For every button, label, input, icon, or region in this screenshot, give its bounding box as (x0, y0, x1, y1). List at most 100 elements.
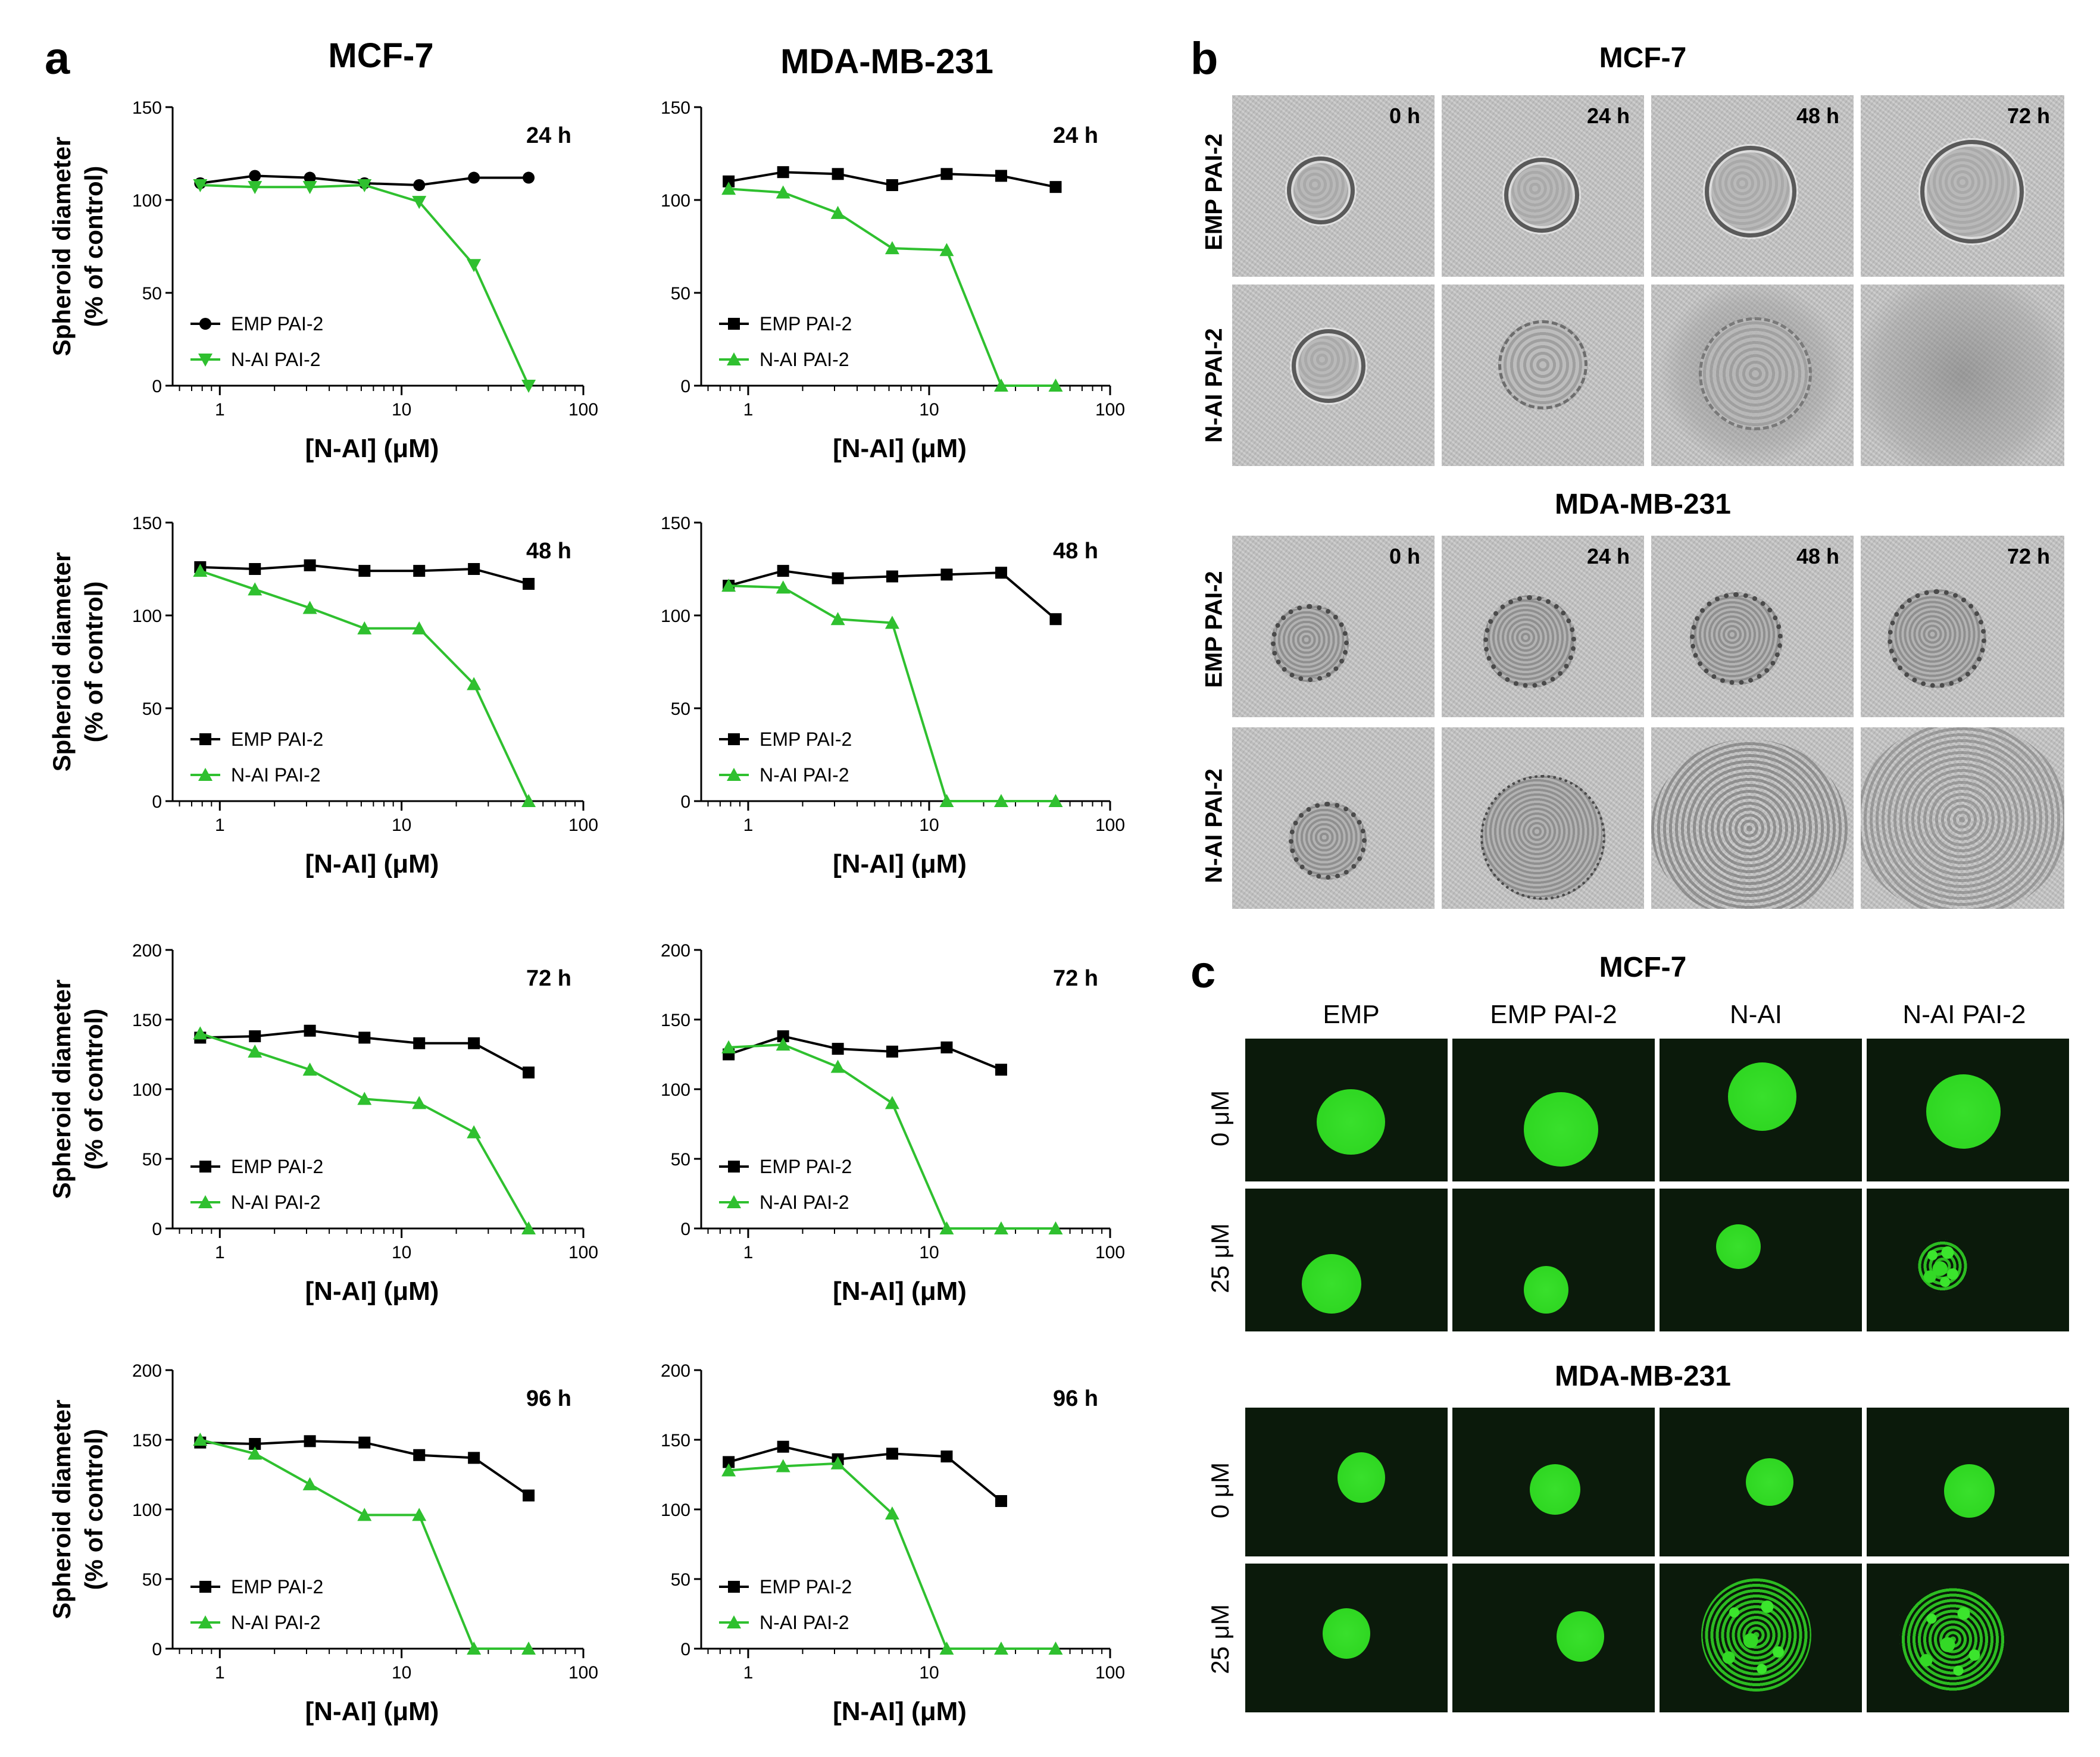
data-point (412, 1508, 427, 1521)
data-point (467, 259, 482, 273)
c-col-nai: N-AI (1730, 1000, 1782, 1029)
data-point (886, 179, 898, 192)
data-point (940, 168, 953, 180)
y-tick-label: 50 (142, 699, 162, 719)
time-label: 0 h (1389, 104, 1420, 128)
data-point (358, 565, 371, 577)
x-tick-label: 1 (743, 1243, 754, 1262)
b-mda-emp-72h: 72 h (1861, 536, 2064, 717)
legend-label: EMP PAI-2 (231, 313, 323, 334)
y-tick-label: 50 (142, 284, 162, 304)
data-point (198, 354, 212, 367)
data-point (832, 168, 844, 180)
legend-label: N-AI PAI-2 (760, 764, 849, 786)
data-point (728, 1161, 740, 1173)
y-axis-label-line2: (% of control) (80, 1009, 108, 1170)
data-point (198, 1615, 212, 1628)
x-axis-label: [N-AI] (μM) (833, 1697, 967, 1726)
x-tick-label: 1 (215, 815, 225, 835)
legend-label: N-AI PAI-2 (760, 1612, 849, 1633)
b-mda-nai-72h (1861, 727, 2064, 909)
data-point (248, 1044, 262, 1058)
y-tick-label: 150 (132, 98, 162, 118)
data-point (304, 1435, 316, 1448)
data-point (940, 568, 953, 581)
data-point (886, 1448, 898, 1460)
data-point (995, 1495, 1007, 1507)
c-mda-nai-0 (1660, 1408, 1862, 1556)
data-point (249, 170, 261, 182)
data-point (523, 577, 535, 590)
data-point (304, 171, 316, 184)
y-tick-label: 0 (152, 1640, 162, 1659)
c-mda-emppai2-0 (1452, 1408, 1655, 1556)
data-point (886, 1045, 898, 1058)
b-mcf7-row-emp: EMP PAI-2 (1201, 133, 1227, 251)
x-tick-label: 1 (743, 1663, 754, 1683)
data-point (357, 179, 372, 193)
y-tick-label: 200 (661, 941, 690, 961)
c-mcf7-naipai2-0 (1867, 1039, 2069, 1181)
y-tick-label: 150 (661, 1431, 690, 1450)
legend-label: N-AI PAI-2 (231, 349, 321, 370)
data-point (467, 1642, 482, 1655)
data-point (1048, 1221, 1063, 1234)
data-point (304, 1024, 316, 1037)
data-point (777, 565, 789, 577)
data-point (727, 352, 741, 365)
time-label: 72 h (1053, 966, 1098, 991)
data-point (721, 182, 736, 195)
x-tick-label: 10 (919, 1663, 939, 1683)
data-point (830, 205, 845, 219)
data-point (521, 794, 536, 807)
panel-a-title-mcf7: MCF-7 (328, 36, 434, 75)
panel-c-title-mda: MDA-MB-231 (1554, 1361, 1731, 1392)
y-tick-label: 150 (132, 1011, 162, 1030)
y-tick-label: 150 (661, 98, 690, 118)
data-point (249, 563, 261, 575)
time-label: 48 h (1053, 539, 1098, 564)
legend-label: EMP PAI-2 (760, 1576, 852, 1597)
y-axis-label-line2: (% of control) (80, 1429, 108, 1590)
y-axis-label-line1: Spheroid diameter (48, 980, 76, 1199)
x-tick-label: 100 (1095, 1663, 1125, 1683)
time-label: 24 h (1053, 123, 1098, 148)
data-point (248, 582, 262, 596)
data-point (995, 567, 1007, 579)
x-axis-label: [N-AI] (μM) (833, 849, 967, 878)
c-mcf7-nai-25 (1660, 1189, 1862, 1331)
y-axis-label-line1: Spheroid diameter (48, 552, 76, 772)
c-mda-nai-25 (1660, 1564, 1862, 1712)
x-tick-label: 1 (743, 400, 754, 420)
x-tick-label: 10 (392, 1243, 411, 1262)
data-point (830, 612, 845, 626)
data-point (993, 1642, 1008, 1655)
data-point (523, 1489, 535, 1502)
c-col-emp: EMP (1323, 1000, 1380, 1029)
y-tick-label: 0 (680, 1640, 690, 1659)
x-tick-label: 100 (568, 815, 598, 835)
data-point (886, 570, 898, 583)
y-axis-label-line1: Spheroid diameter (48, 1400, 76, 1620)
b-mcf7-row-nai: N-AI PAI-2 (1201, 328, 1227, 443)
data-point (523, 1066, 535, 1078)
x-tick-label: 100 (568, 1663, 598, 1683)
data-point (413, 1037, 426, 1049)
x-tick-label: 100 (568, 400, 598, 420)
time-label: 48 h (1796, 544, 1839, 568)
legend-label: EMP PAI-2 (760, 313, 852, 334)
data-point (727, 1615, 741, 1628)
legend-label: N-AI PAI-2 (760, 349, 849, 370)
legend-label: N-AI PAI-2 (231, 764, 321, 786)
time-label: 24 h (1586, 104, 1630, 128)
panel-b-letter: b (1190, 33, 1218, 84)
x-axis-label: [N-AI] (μM) (833, 1277, 967, 1306)
data-point (412, 196, 427, 210)
data-point (1048, 379, 1063, 392)
time-label: 24 h (526, 123, 571, 148)
data-point (357, 1508, 372, 1521)
panel-b-title-mda: MDA-MB-231 (1554, 489, 1731, 520)
series-line (728, 1445, 1002, 1502)
data-point (249, 1438, 261, 1450)
